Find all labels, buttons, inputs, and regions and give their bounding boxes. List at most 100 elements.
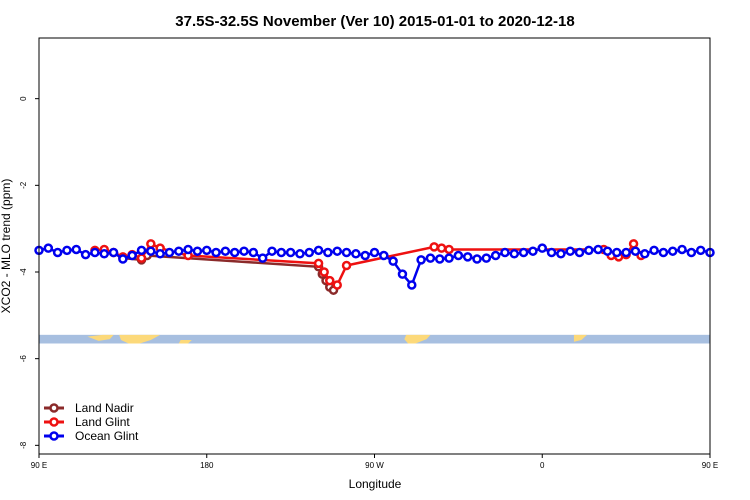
data-point-ocean-glint	[546, 247, 557, 258]
y-tick-label: -8	[19, 441, 28, 449]
x-tick-label: 90 E	[702, 461, 718, 470]
data-point-ocean-glint	[285, 247, 296, 258]
data-point-ocean-glint	[556, 249, 566, 259]
data-point-ocean-glint	[640, 249, 650, 259]
legend-entry-land-glint: Land Glint	[44, 415, 130, 429]
x-tick-label: 0	[540, 461, 545, 470]
data-point-ocean-glint	[481, 253, 492, 263]
data-point-land-glint	[332, 280, 342, 290]
data-point-ocean-glint	[183, 244, 193, 255]
data-point-ocean-glint	[677, 244, 687, 255]
data-point-ocean-glint	[80, 249, 91, 260]
data-point-ocean-glint	[351, 249, 361, 259]
chart-title: 37.5S-32.5S November (Ver 10) 2015-01-01…	[175, 13, 574, 30]
data-point-ocean-glint	[584, 245, 594, 256]
data-point-land-glint	[313, 258, 324, 269]
data-point-ocean-glint	[565, 246, 575, 256]
data-point-ocean-glint	[388, 256, 398, 266]
data-point-ocean-glint	[174, 246, 184, 256]
x-axis: 90 E 180 90 W 0 90 E	[31, 454, 718, 470]
y-tick-label: -6	[19, 355, 28, 363]
data-point-ocean-glint	[397, 269, 408, 279]
data-point-ocean-glint	[62, 245, 72, 256]
data-point-land-glint	[436, 243, 447, 253]
data-point-ocean-glint	[472, 254, 482, 264]
legend-marker-ocean-glint	[49, 431, 59, 441]
data-point-ocean-glint	[313, 245, 324, 256]
data-point-ocean-glint	[444, 253, 454, 263]
data-point-ocean-glint	[537, 243, 547, 253]
data-point-ocean-glint	[304, 247, 315, 258]
x-axis-label: Longitude	[349, 477, 402, 491]
data-point-ocean-glint	[379, 250, 389, 261]
x-tick-label: 90 W	[365, 461, 384, 470]
data-point-ocean-glint	[630, 246, 641, 256]
data-point-ocean-glint	[118, 254, 128, 264]
data-point-land-glint	[319, 267, 329, 277]
y-axis: 0 -2 -4 -6 -8	[19, 96, 39, 449]
data-point-ocean-glint	[528, 246, 538, 256]
legend: Land Nadir Land Glint Ocean Glint	[44, 401, 139, 443]
map-landmass	[87, 334, 114, 341]
data-point-land-glint	[444, 244, 454, 255]
data-point-ocean-glint	[667, 246, 678, 256]
data-point-ocean-glint	[248, 247, 259, 258]
data-point-ocean-glint	[621, 247, 631, 258]
map-landmass	[178, 340, 192, 344]
data-point-ocean-glint	[658, 247, 669, 258]
data-point-land-glint	[325, 275, 335, 286]
series-land-glint	[90, 239, 646, 290]
y-axis-label: XCO2 - MLO trend (ppm)	[0, 179, 13, 314]
data-point-ocean-glint	[649, 245, 659, 256]
x-tick-label: 90 E	[31, 461, 47, 470]
data-point-ocean-glint	[136, 245, 147, 256]
data-point-ocean-glint	[490, 250, 501, 261]
data-point-ocean-glint	[146, 246, 156, 256]
data-point-ocean-glint	[71, 244, 82, 255]
data-point-land-glint	[341, 260, 352, 271]
data-point-ocean-glint	[52, 247, 63, 258]
data-point-ocean-glint	[593, 244, 603, 255]
data-point-ocean-glint	[192, 246, 203, 256]
map-landmass	[119, 334, 161, 344]
legend-label-land-nadir: Land Nadir	[75, 401, 134, 415]
data-point-ocean-glint	[518, 247, 529, 258]
data-point-ocean-glint	[500, 247, 510, 258]
data-point-ocean-glint	[369, 247, 380, 258]
map-ocean-band	[39, 334, 710, 344]
data-point-ocean-glint	[686, 247, 697, 258]
legend-entry-ocean-glint: Ocean Glint	[44, 429, 139, 443]
data-point-land-glint	[628, 239, 639, 249]
map-landmass	[404, 334, 431, 344]
data-point-ocean-glint	[425, 253, 436, 263]
data-point-ocean-glint	[602, 246, 613, 256]
data-point-ocean-glint	[202, 245, 212, 256]
data-point-ocean-glint	[407, 280, 417, 290]
data-point-ocean-glint	[323, 247, 333, 258]
data-point-ocean-glint	[239, 246, 249, 256]
x-tick-label: 180	[200, 461, 214, 470]
background-world-map	[39, 334, 710, 344]
legend-entry-land-nadir: Land Nadir	[44, 401, 134, 415]
data-point-ocean-glint	[276, 247, 287, 258]
legend-marker-land-glint	[49, 417, 59, 427]
data-point-ocean-glint	[43, 243, 54, 253]
data-point-ocean-glint	[220, 246, 231, 256]
y-tick-label: 0	[19, 96, 28, 101]
legend-label-ocean-glint: Ocean Glint	[75, 429, 139, 443]
data-point-ocean-glint	[257, 253, 268, 263]
legend-marker-land-nadir	[49, 403, 59, 413]
data-point-ocean-glint	[229, 247, 240, 258]
y-tick-label: -4	[19, 268, 28, 276]
data-point-ocean-glint	[509, 249, 520, 259]
legend-label-land-glint: Land Glint	[75, 415, 130, 429]
data-point-ocean-glint	[127, 250, 137, 261]
data-point-ocean-glint	[434, 254, 445, 264]
data-point-ocean-glint	[416, 255, 426, 265]
data-point-ocean-glint	[695, 245, 706, 256]
data-point-ocean-glint	[164, 247, 175, 258]
data-point-land-glint	[146, 239, 156, 249]
data-point-ocean-glint	[155, 249, 165, 259]
series-ocean-glint	[34, 243, 715, 290]
